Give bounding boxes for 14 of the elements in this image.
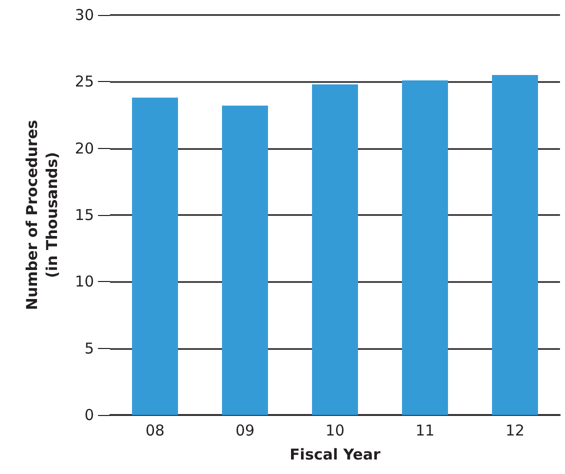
y-tick-label: 5 [84, 339, 94, 358]
y-tick-label: 10 [74, 272, 94, 291]
y-tick-label: 20 [74, 139, 94, 158]
x-tick-label: 08 [145, 422, 165, 440]
y-tick-label: 25 [74, 72, 94, 91]
x-tick-label: 12 [505, 422, 525, 440]
x-axis-title: Fiscal Year [290, 446, 382, 464]
x-tick-label: 09 [235, 422, 255, 440]
y-tick-label: 0 [84, 406, 94, 424]
y-axis-title: Number of Procedures (in Thousands) [23, 120, 61, 310]
x-tick-label: 11 [415, 422, 435, 440]
y-tick-label: 15 [74, 206, 94, 224]
x-tick-label: 10 [325, 422, 345, 440]
y-tick-label: 30 [74, 6, 94, 24]
